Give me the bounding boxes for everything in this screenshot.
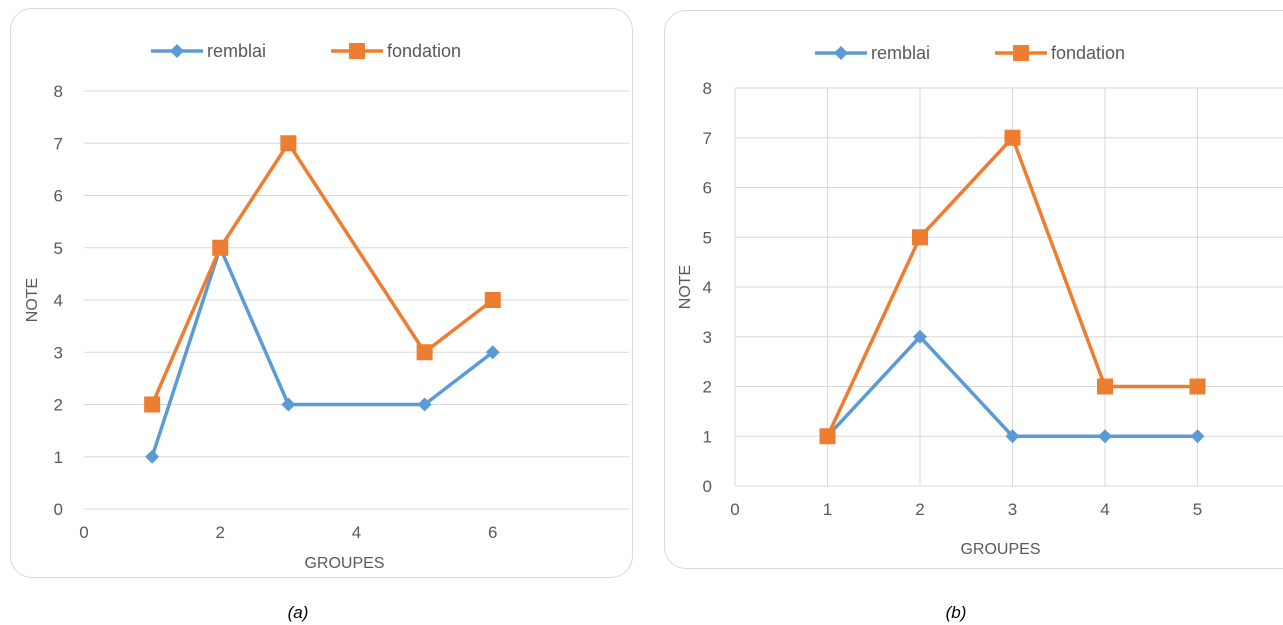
y-tick-label: 8 [54,82,63,101]
legend-label-fondation: fondation [387,41,461,61]
data-point-fondation [212,239,229,256]
data-point-remblai [485,345,500,360]
data-point-fondation [819,428,836,445]
legend: remblai fondation [815,43,1125,63]
x-tick-label: 2 [216,523,225,542]
data-point-fondation [416,344,433,361]
caption-a: (a) [287,603,309,622]
y-tick-label: 3 [54,343,63,362]
data-point-fondation [280,135,297,152]
chart-a: 0 1 2 3 4 5 6 7 8 0 2 4 6 GROUPES NOTE remblai fondation [24,41,629,572]
legend-label-remblai: remblai [871,43,930,63]
y-tick-label: 6 [54,187,63,206]
y-tick-label: 6 [703,179,712,198]
data-point-fondation [912,229,928,246]
data-point-fondation [484,292,501,308]
y-tick-label: 1 [703,427,712,446]
caption-b: (b) [945,603,967,622]
legend-marker-remblai [834,46,848,60]
data-point-remblai [417,397,432,412]
y-tick-label: 3 [703,328,712,347]
data-point-fondation [1189,378,1206,395]
y-tick-label: 8 [703,79,712,98]
y-tick-label: 7 [703,129,712,148]
legend-marker-fondation [1013,45,1029,61]
data-point-remblai [1098,429,1112,444]
y-axis-label: NOTE [677,265,694,309]
y-tick-label: 1 [54,448,63,467]
y-tick-label: 4 [703,278,712,297]
y-tick-label: 0 [703,477,712,496]
x-tick-label: 5 [1193,500,1202,519]
y-tick-label: 5 [54,239,63,258]
x-axis-label: GROUPES [304,555,384,572]
legend: remblai fondation [151,41,461,61]
data-point-remblai [913,329,927,344]
chart-b: 0 1 2 3 4 5 6 7 8 0 1 2 3 4 5 GROUPES NOTE remblai fondati… [677,43,1283,558]
data-point-remblai [145,449,160,464]
y-axis-label: NOTE [24,278,41,322]
y-tick-label: 7 [54,134,63,153]
series-fondation [144,135,501,413]
chart-panel-a: 0 1 2 3 4 5 6 7 8 0 2 4 6 GROUPES NOTE remblai fondation [10,8,633,578]
legend-label-fondation: fondation [1051,43,1125,63]
y-tick-label: 4 [54,291,63,310]
data-point-fondation [1004,129,1021,146]
data-point-fondation [144,396,161,413]
x-tick-label: 0 [730,500,739,519]
legend-marker-remblai [170,44,184,58]
series-fondation [819,129,1206,445]
y-tick-label: 0 [54,500,63,519]
data-point-fondation [1097,378,1113,395]
legend-marker-fondation [349,43,365,59]
legend-label-remblai: remblai [207,41,266,61]
data-point-remblai [1190,429,1205,444]
y-tick-label: 5 [703,228,712,247]
x-tick-label: 0 [79,523,88,542]
x-tick-label: 1 [823,500,832,519]
x-tick-label: 4 [352,523,361,542]
y-tick-label: 2 [703,378,712,397]
chart-panel-b: 0 1 2 3 4 5 6 7 8 0 1 2 3 4 5 GROUPES NOTE remblai fondati… [664,10,1283,569]
data-point-remblai [281,397,296,412]
y-tick-label: 2 [54,396,63,415]
x-axis-label: GROUPES [960,541,1040,558]
data-point-remblai [1005,429,1020,444]
series-line-fondation [150,141,494,406]
x-tick-label: 3 [1008,500,1017,519]
x-tick-label: 4 [1100,500,1109,519]
x-tick-label: 6 [488,523,497,542]
x-tick-label: 2 [915,500,924,519]
